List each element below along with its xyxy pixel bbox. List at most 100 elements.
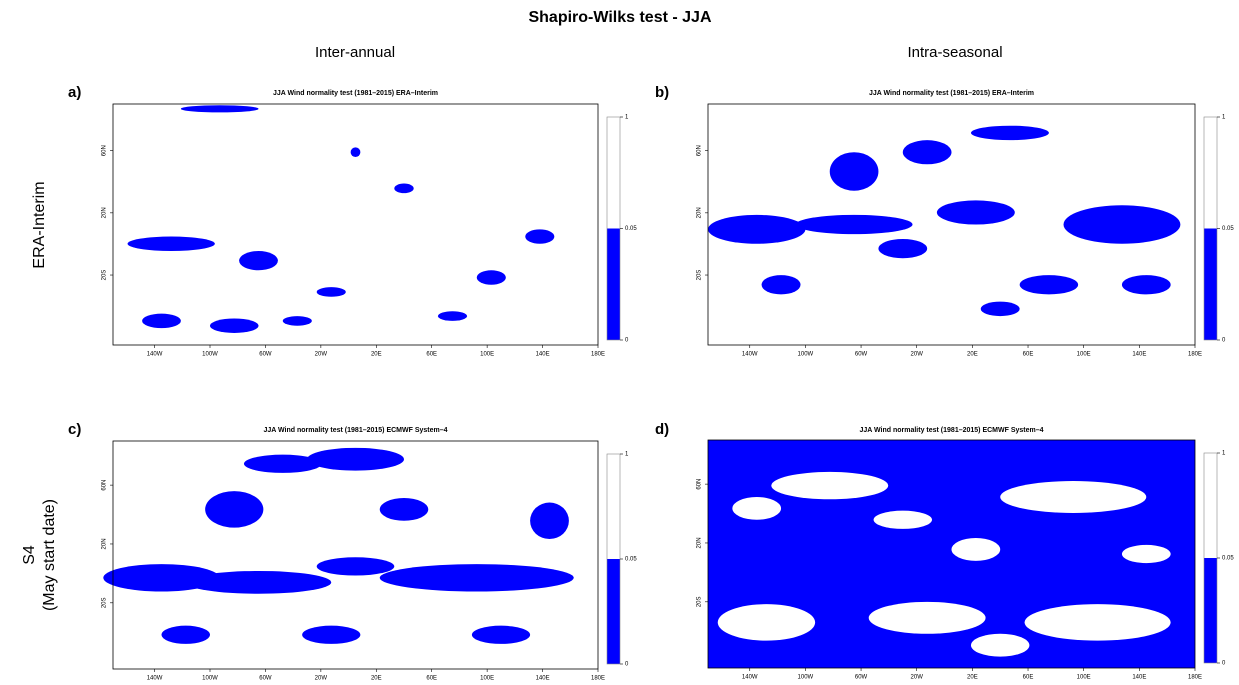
y-tick-label: 20N <box>697 537 703 548</box>
map-frame <box>707 103 1196 346</box>
colorbar-bin <box>1204 453 1217 558</box>
significance-area <box>307 447 404 471</box>
panel-title: JJA Wind normality test (1981–2015) ECMW… <box>859 427 1043 434</box>
panel-title: JJA Wind normality test (1981–2015) ERA–… <box>869 90 1034 97</box>
significance-area <box>316 557 395 576</box>
row-label: ERA-Interim <box>31 181 48 268</box>
x-tick-label: 180E <box>591 676 605 682</box>
y-tick-label: 20S <box>102 597 108 608</box>
x-tick-label: 100W <box>798 675 814 681</box>
panel-title: JJA Wind normality test (1981–2015) ERA–… <box>273 90 438 97</box>
panel-letter: b) <box>655 84 669 101</box>
significance-area <box>829 152 879 191</box>
x-tick-label: 60E <box>426 352 437 358</box>
x-tick-label: 180E <box>591 352 605 358</box>
significance-area <box>530 502 569 540</box>
x-tick-label: 100E <box>1077 675 1091 681</box>
figure-title: Shapiro-Wilks test - JJA <box>528 9 711 26</box>
column-header: Intra-seasonal <box>907 44 1002 61</box>
significance-area <box>1121 275 1171 295</box>
panel-letter: a) <box>68 84 81 101</box>
row-label: S4 <box>21 545 38 565</box>
significance-area <box>1019 275 1079 295</box>
column-header: Inter-annual <box>315 44 395 61</box>
colorbar-bin <box>1204 117 1217 229</box>
significance-area <box>1024 604 1171 641</box>
significance-area <box>205 491 264 528</box>
significance-area <box>878 238 928 259</box>
y-tick-label: 60N <box>697 145 703 156</box>
x-tick-label: 60W <box>855 352 868 358</box>
x-tick-label: 140E <box>1132 352 1146 358</box>
significance-area <box>980 301 1020 317</box>
x-tick-label: 20W <box>315 676 328 682</box>
significance-area <box>185 570 332 594</box>
significance-area <box>210 318 259 333</box>
significance-area <box>471 625 531 644</box>
x-tick-label: 20W <box>315 352 328 358</box>
significance-area <box>902 140 952 165</box>
significance-area <box>316 287 346 297</box>
x-tick-label: 60E <box>426 676 437 682</box>
y-tick-label: 20N <box>102 538 108 549</box>
colorbar-bin <box>607 228 620 340</box>
colorbar-bin <box>1204 228 1217 340</box>
x-tick-label: 140W <box>742 675 758 681</box>
significance-area <box>379 564 574 592</box>
x-tick-label: 60W <box>855 675 868 681</box>
y-tick-label: 20N <box>102 207 108 218</box>
x-tick-label: 60W <box>259 676 272 682</box>
significance-area <box>970 125 1049 141</box>
colorbar-tick-label: 0 <box>1222 661 1226 667</box>
x-tick-label: 20E <box>371 676 382 682</box>
colorbar-tick-label: 0.05 <box>1222 226 1234 232</box>
significance-area <box>127 236 215 252</box>
x-tick-label: 20E <box>967 675 978 681</box>
x-tick-label: 140W <box>147 676 163 682</box>
colorbar-tick-label: 0 <box>625 338 629 344</box>
y-tick-label: 20S <box>697 270 703 281</box>
y-tick-label: 60N <box>102 145 108 156</box>
significance-area <box>936 200 1015 225</box>
significance-area <box>771 471 889 500</box>
x-tick-label: 140W <box>147 352 163 358</box>
x-tick-label: 140W <box>742 352 758 358</box>
x-tick-label: 20E <box>371 352 382 358</box>
significance-area <box>379 498 429 521</box>
x-tick-label: 100W <box>202 352 218 358</box>
x-tick-label: 140E <box>536 352 550 358</box>
significance-area <box>476 270 506 285</box>
significance-area <box>708 214 806 244</box>
x-tick-label: 140E <box>1132 675 1146 681</box>
panel-letter: d) <box>655 421 669 438</box>
row-label: (May start date) <box>41 499 58 611</box>
x-tick-label: 20W <box>911 675 924 681</box>
colorbar-tick-label: 1 <box>625 452 629 458</box>
colorbar-bin <box>1204 558 1217 663</box>
x-tick-label: 20E <box>967 352 978 358</box>
y-tick-label: 20S <box>697 596 703 607</box>
x-tick-label: 20W <box>911 352 924 358</box>
significance-area <box>1063 205 1181 244</box>
y-tick-label: 60N <box>102 480 108 491</box>
significance-area <box>873 510 933 529</box>
significance-area <box>868 601 986 634</box>
x-tick-label: 100E <box>480 676 494 682</box>
y-tick-label: 60N <box>697 479 703 490</box>
colorbar-tick-label: 0 <box>1222 338 1226 344</box>
significance-area <box>161 625 210 644</box>
colorbar-tick-label: 0 <box>625 662 629 668</box>
colorbar-tick-label: 1 <box>1222 115 1226 121</box>
significance-area <box>717 604 816 641</box>
x-tick-label: 140E <box>536 676 550 682</box>
significance-area <box>525 229 555 244</box>
significance-area <box>951 538 1001 561</box>
panel-title: JJA Wind normality test (1981–2015) ECMW… <box>263 427 447 434</box>
map-background <box>113 104 598 345</box>
colorbar-bin <box>607 454 620 559</box>
x-tick-label: 180E <box>1188 352 1202 358</box>
map-frame <box>112 103 599 346</box>
colorbar-tick-label: 0.05 <box>1222 556 1234 562</box>
significance-area <box>795 214 913 235</box>
